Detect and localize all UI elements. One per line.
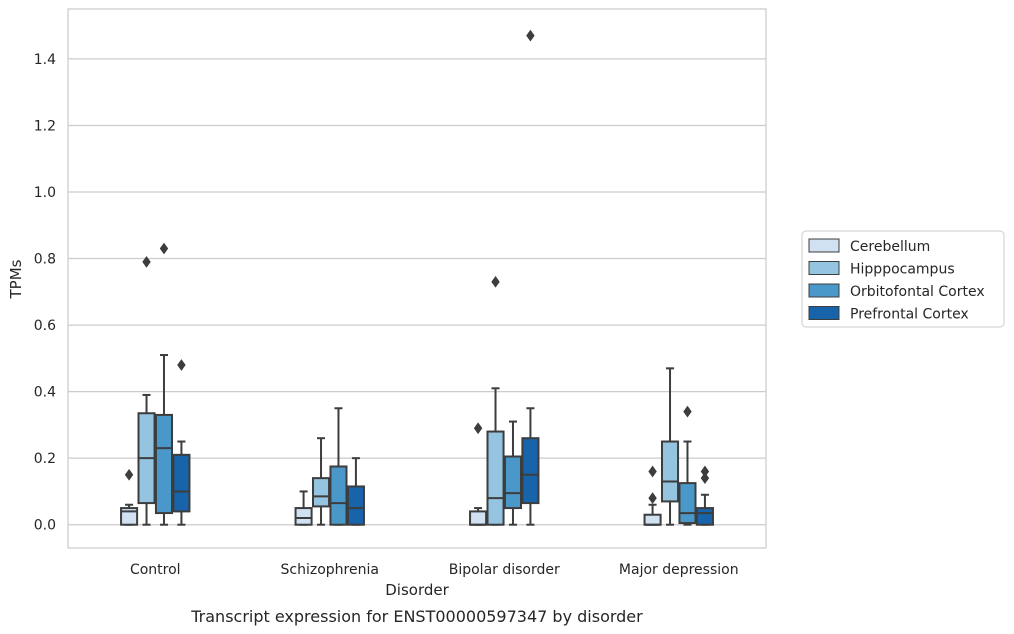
- legend-label: Cerebellum: [850, 239, 930, 255]
- y-tick-label: 0.8: [34, 252, 56, 268]
- box: [294, 507, 313, 526]
- box: [154, 413, 174, 515]
- y-axis-label: TPMs: [7, 259, 25, 299]
- series-prefrontal-cortex: [172, 29, 714, 526]
- outlier-point: [124, 468, 134, 481]
- outlier-point: [700, 472, 710, 484]
- x-tick-label: Bipolar disorder: [449, 562, 560, 578]
- box: [521, 437, 540, 505]
- series-orbitofontal-cortex: [154, 242, 697, 526]
- y-tick-label: 0.4: [34, 385, 56, 401]
- box: [660, 440, 680, 503]
- box: [695, 507, 714, 526]
- x-tick-label: Control: [130, 562, 181, 578]
- y-tick-label: 1.2: [34, 118, 56, 134]
- box: [346, 485, 365, 526]
- y-tick-label: 0.2: [34, 451, 56, 467]
- x-tick-label: Schizophrenia: [281, 562, 379, 578]
- outlier-point: [700, 465, 710, 478]
- box: [329, 465, 348, 526]
- legend: Cerebellum Hipppocampus Orbitofontal Corte…: [801, 230, 1005, 328]
- box: [311, 477, 331, 508]
- outlier-point: [648, 465, 657, 478]
- legend-label: Hipppocampus: [850, 262, 955, 278]
- legend-swatch: [808, 283, 840, 298]
- box: [486, 430, 505, 526]
- legend-swatch: [808, 306, 840, 320]
- x-axis-label: Disorder: [385, 581, 449, 599]
- box: [172, 453, 191, 513]
- box: [678, 482, 697, 525]
- outlier-point: [159, 242, 169, 255]
- outlier-point: [683, 405, 692, 418]
- outlier-point: [473, 422, 483, 435]
- legend-swatch: [808, 261, 840, 275]
- box: [643, 513, 662, 526]
- legend-frame: [801, 230, 1005, 328]
- box-series: [120, 29, 714, 526]
- outlier-point: [142, 256, 151, 268]
- x-tick-label: Major depression: [619, 562, 739, 578]
- y-tick-label: 0.6: [34, 318, 56, 334]
- chart-caption: Transcript expression for ENST0000059734…: [190, 607, 643, 626]
- y-tick-label: 1.0: [34, 185, 56, 201]
- y-tick-label: 1.4: [34, 52, 56, 68]
- outlier-point: [526, 29, 535, 42]
- y-axis-ticks: 0.0 0.2 0.4 0.6 0.8 1.0 1.2 1.4: [34, 52, 56, 534]
- series-cerebellum: [120, 422, 662, 526]
- outlier-point: [177, 359, 186, 371]
- plot-area-frame: [67, 8, 767, 549]
- y-tick-label: 0.0: [34, 518, 56, 534]
- series-hipppocampus: [137, 256, 680, 526]
- x-axis-ticks: Control Schizophrenia Bipolar disorder Majo…: [130, 562, 739, 578]
- legend-label: Orbitofontal Cortex: [850, 284, 985, 300]
- outlier-point: [491, 275, 500, 288]
- box: [469, 510, 488, 526]
- legend-label: Prefrontal Cortex: [850, 307, 969, 323]
- legend-swatch: [808, 238, 840, 253]
- outlier-point: [648, 492, 657, 504]
- box: [503, 455, 523, 510]
